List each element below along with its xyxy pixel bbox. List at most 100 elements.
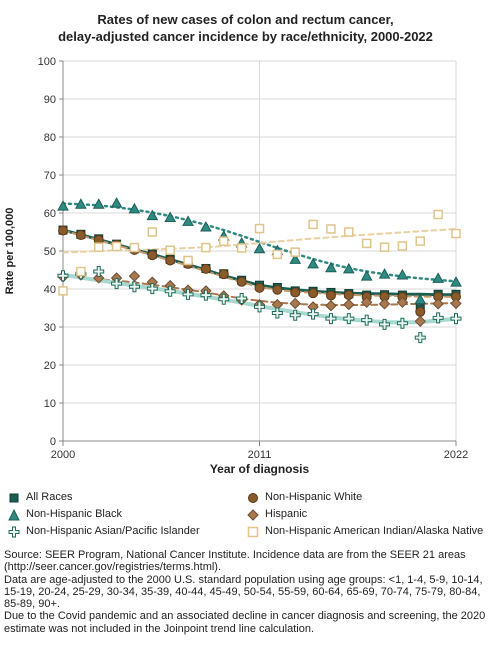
data-point [378,268,391,279]
data-point [342,262,355,274]
data-point [146,283,158,295]
data-point [218,293,230,305]
data-point [164,211,177,223]
data-point [165,255,176,266]
data-point [254,223,265,234]
data-point [75,230,86,241]
legend-marker-nh-white [248,493,258,503]
trend-line-3 [62,275,457,306]
data-point [128,202,141,214]
data-point [289,297,301,310]
chart-subtitle: delay-adjusted cancer incidence by race/… [58,29,433,44]
y-tick-label: 100 [38,56,56,68]
data-point [253,242,266,254]
data-point [254,282,265,293]
series-markers-1 [58,225,461,317]
data-point [360,270,373,281]
data-point [289,309,301,321]
data-point [414,315,426,328]
data-point [451,228,461,239]
data-point [147,227,158,237]
data-point [93,272,105,284]
data-point [164,285,176,297]
data-point [57,270,69,282]
x-axis-label: Year of diagnosis [210,462,310,476]
data-point [432,272,444,283]
data-point [111,241,122,252]
data-point [308,219,318,230]
data-point [201,242,211,253]
data-point [343,290,354,301]
data-point [272,284,283,295]
data-point [343,298,355,311]
data-point [76,266,86,277]
data-point [414,332,426,344]
data-point [146,209,159,221]
data-point [182,288,194,300]
legend-marker-all-races [9,493,19,503]
data-point [343,313,355,325]
y-tick-label: 80 [44,132,56,144]
data-point [75,198,87,209]
data-point [290,247,300,257]
data-point [450,276,462,287]
chart-plot: 0 10 20 30 40 50 60 70 80 90 100 2000 2011 2022 Year o… [4,56,468,476]
data-point [378,298,391,310]
legend-label-nh-aian: Non-Hispanic American Indian/Alaska Nati… [265,525,484,537]
x-tick-label: 2022 [444,449,468,461]
data-point [110,197,123,208]
data-point [307,257,319,269]
data-point [308,288,319,299]
data-point [165,245,175,255]
data-point [397,241,408,251]
data-point [272,249,283,260]
source-note-3: Due to the Covid pandemic and an associa… [4,610,486,635]
y-tick-label: 50 [44,246,56,258]
y-axis-label: Rate per 100,000 [4,208,16,295]
series-markers-5 [58,209,461,296]
data-point [219,236,229,246]
data-point [396,296,409,309]
data-point [361,314,373,326]
y-tick-label: 40 [44,284,56,296]
legend-label-all-races: All Races [26,491,73,503]
legend-marker-nh-api [8,526,20,538]
y-tick-label: 60 [44,208,56,220]
data-point [450,297,462,310]
data-point [92,198,105,209]
data-point [93,242,104,252]
data-point [414,293,427,305]
legend-marker-hispanic [247,509,259,521]
legend-marker-nh-black [8,509,20,521]
data-point [200,263,211,274]
data-point [379,242,390,252]
legend-marker-nh-aian [247,526,259,538]
y-tick-label: 70 [44,170,56,182]
data-point [128,281,140,293]
legend-label-nh-api: Non-Hispanic Asian/Pacific Islander [26,525,200,537]
data-point [325,313,337,325]
data-point [271,307,283,319]
data-point [344,227,354,237]
y-tick-label: 10 [44,398,56,410]
data-point [307,308,319,320]
data-point [218,269,229,280]
data-point [432,298,444,310]
data-point [433,209,443,220]
data-point [432,312,444,324]
legend-label-hispanic: Hispanic [265,508,308,520]
data-point [290,287,301,298]
data-point [361,238,372,249]
data-point [289,253,302,264]
data-point [200,289,212,301]
data-point [360,296,373,309]
data-point [379,318,391,330]
data-point [254,301,265,313]
trend-line-2 [61,202,458,283]
legend-label-nh-black: Non-Hispanic Black [26,508,122,520]
data-point [182,215,194,226]
source-notes: Source: SEER Program, National Cancer In… [4,549,488,635]
y-tick-label: 30 [44,322,56,334]
data-point [415,306,426,317]
